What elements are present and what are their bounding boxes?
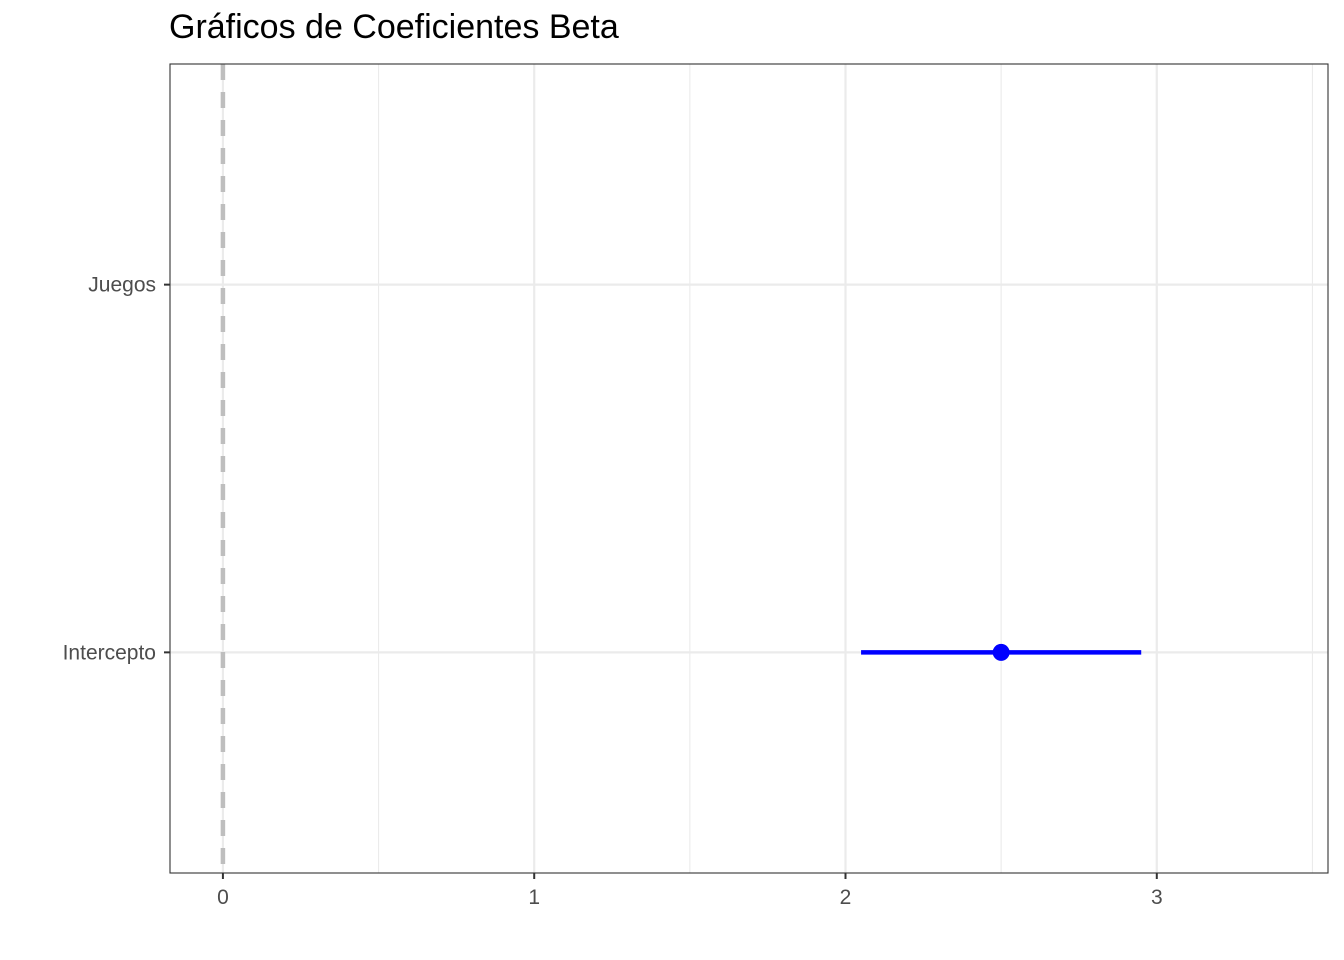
x-tick-label: 3 <box>1151 886 1163 909</box>
grid-major-lines <box>170 64 1328 873</box>
x-axis: 0 1 2 3 <box>217 873 1163 909</box>
chart-title: Gráficos de Coeficientes Beta <box>169 8 619 46</box>
estimate-point <box>992 643 1010 661</box>
y-tick-label: Intercepto <box>63 641 156 664</box>
y-axis: Intercepto Juegos <box>63 274 170 664</box>
x-tick-label: 0 <box>217 886 229 909</box>
coefficient-marks <box>861 643 1142 661</box>
x-tick-label: 1 <box>528 886 540 909</box>
y-tick-label: Juegos <box>88 274 156 297</box>
x-tick-label: 2 <box>840 886 852 909</box>
panel-border <box>169 63 1329 874</box>
grid-minor-lines <box>378 64 1313 873</box>
